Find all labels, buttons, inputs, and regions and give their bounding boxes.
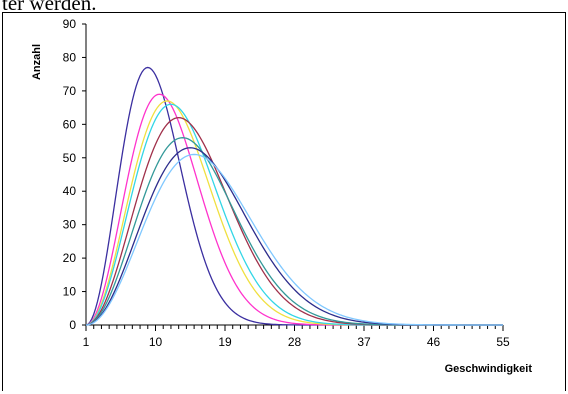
y-axis-title: Anzahl	[31, 44, 43, 80]
x-tick-label: 55	[496, 335, 510, 349]
page-top-text: ter werden.	[2, 0, 97, 15]
series-line-7	[85, 147, 503, 326]
chart-frame	[2, 12, 566, 391]
x-axis-title: Geschwindigkeit	[445, 363, 533, 375]
x-tick-label: 10	[149, 335, 163, 349]
y-axis: 0 10 20 30 40 50 60 70 80 90	[63, 17, 87, 332]
series-line-6	[85, 137, 503, 326]
y-tick-label: 40	[63, 184, 77, 198]
y-tick-label: 80	[63, 50, 77, 64]
series-line-1	[85, 66, 503, 326]
x-tick-label: 37	[357, 335, 371, 349]
y-tick-label: 60	[63, 117, 77, 131]
x-tick-label: 1	[83, 335, 90, 349]
y-tick-label: 70	[63, 84, 77, 98]
series-line-5	[85, 116, 503, 326]
x-tick-label: 28	[288, 335, 302, 349]
y-tick-label: 50	[63, 151, 77, 165]
y-tick-label: 30	[63, 218, 77, 232]
y-tick-label: 10	[63, 285, 77, 299]
series-line-8	[85, 153, 503, 326]
x-axis: 1 10 19 28 37 46 55	[83, 324, 510, 349]
y-tick-label: 0	[69, 318, 76, 332]
series-layer	[85, 66, 503, 326]
x-tick-label: 46	[427, 335, 441, 349]
x-tick-label: 19	[218, 335, 232, 349]
y-tick-label: 90	[63, 17, 77, 31]
y-tick-label: 20	[63, 251, 77, 265]
